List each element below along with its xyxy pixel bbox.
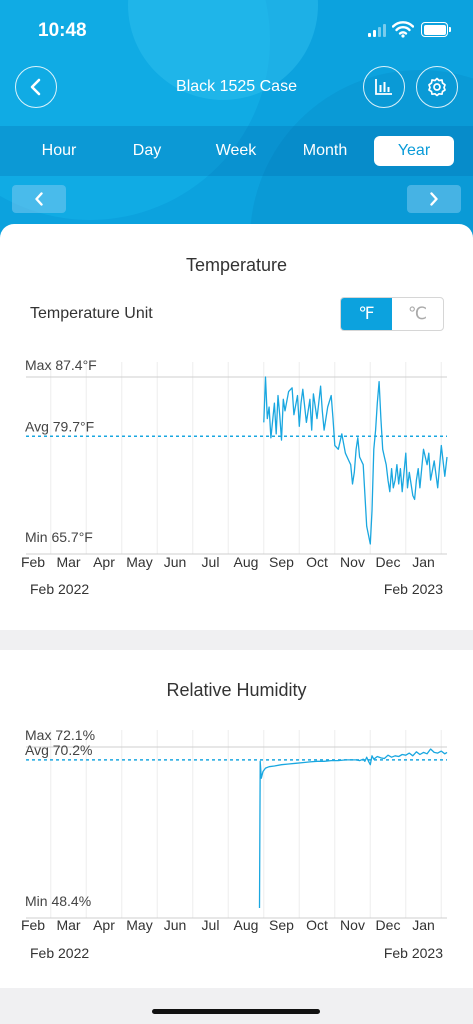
humidity-title: Relative Humidity (166, 680, 307, 700)
month-tick-label: Feb (21, 554, 45, 570)
humidity-card: Relative Humidity Max 72.1% Avg 70.2% Min … (0, 650, 473, 988)
month-tick-label: Jan (412, 917, 435, 933)
chevron-right-icon (430, 192, 438, 206)
month-tick-label: Jan (412, 554, 435, 570)
month-tick-label: Oct (306, 554, 328, 570)
humidity-chart: Max 72.1% Avg 70.2% Min 48.4% Feb Mar Apr May J… (0, 720, 473, 945)
wifi-icon (392, 21, 414, 38)
temperature-unit-label: Temperature Unit (30, 305, 153, 322)
month-tick-label: May (126, 554, 152, 570)
tab-year[interactable]: Year (374, 136, 454, 166)
previous-period-button[interactable] (12, 185, 66, 213)
tab-hour[interactable]: Hour (41, 142, 77, 159)
temperature-chart-svg: Max 87.4°F Avg 79.7°F Min 65.7°F Feb Mar Apr M… (21, 357, 448, 570)
month-tick-label: Mar (56, 554, 80, 570)
status-bar: 10:48 (0, 0, 473, 60)
tab-day[interactable]: Day (132, 142, 162, 159)
bar-chart-icon (375, 79, 392, 95)
temperature-chart: Max 87.4°F Avg 79.7°F Min 65.7°F Feb Mar Apr M… (0, 354, 473, 579)
max-label: Max 72.1% (25, 727, 95, 743)
chevron-left-icon (35, 192, 43, 206)
humidity-year-end: Feb 2023 (383, 945, 443, 961)
min-label: Min 65.7°F (25, 529, 93, 545)
month-tick-label: Dec (376, 917, 401, 933)
temperature-unit-toggle: ℉ ℃ (340, 297, 444, 331)
statistics-button[interactable] (363, 66, 405, 108)
humidity-chart-svg: Max 72.1%Avg 70.2% Min 48.4% Feb Mar Apr May J… (21, 727, 448, 933)
gear-icon (428, 77, 446, 97)
cellular-signal-icon (368, 24, 386, 37)
month-tick-label: Jun (164, 917, 187, 933)
settings-button[interactable] (416, 66, 458, 108)
month-tick-label: Sep (269, 554, 294, 570)
humidity-year-start: Feb 2022 (30, 945, 90, 961)
celsius-option[interactable]: ℃ (407, 304, 428, 323)
home-indicator (152, 1009, 320, 1014)
month-tick-label: Aug (234, 917, 259, 933)
page-title: Black 1525 Case (176, 78, 297, 95)
avg-label: Avg 79.7°F (25, 418, 94, 434)
min-label: Min 48.4% (25, 893, 91, 909)
temperature-year-end: Feb 2023 (383, 581, 443, 597)
avg-label: Avg 70.2% (25, 742, 92, 758)
month-tick-label: Sep (269, 917, 294, 933)
month-tick-label: Apr (93, 554, 115, 570)
month-tick-label: Mar (56, 917, 80, 933)
chevron-left-icon (30, 78, 41, 96)
next-period-button[interactable] (407, 185, 461, 213)
month-tick-label: Apr (93, 917, 115, 933)
month-tick-label: Jul (202, 917, 220, 933)
month-tick-label: May (126, 917, 152, 933)
month-tick-label: Feb (21, 917, 45, 933)
month-tick-label: Nov (340, 554, 365, 570)
battery-icon (421, 22, 451, 37)
temperature-card: Temperature Temperature Unit ℉ ℃ Max 87.… (0, 224, 473, 630)
month-tick-label: Nov (340, 917, 365, 933)
status-time: 10:48 (38, 20, 87, 41)
period-tabs: Hour Day Week Month Year (0, 126, 473, 176)
tab-month[interactable]: Month (302, 142, 348, 159)
month-tick-label: Oct (306, 917, 328, 933)
month-tick-label: Jul (202, 554, 220, 570)
series-line (258, 748, 448, 909)
tab-week[interactable]: Week (215, 142, 257, 159)
temperature-title: Temperature (185, 255, 288, 275)
back-button[interactable] (15, 66, 57, 108)
month-tick-label: Dec (376, 554, 401, 570)
series-line (263, 376, 448, 545)
fahrenheit-option[interactable]: ℉ (341, 298, 392, 330)
max-label: Max 87.4°F (25, 357, 97, 373)
nav-bar: Black 1525 Case (0, 66, 473, 110)
month-tick-label: Aug (234, 554, 259, 570)
month-tick-label: Jun (164, 554, 187, 570)
temperature-year-start: Feb 2022 (30, 581, 90, 597)
